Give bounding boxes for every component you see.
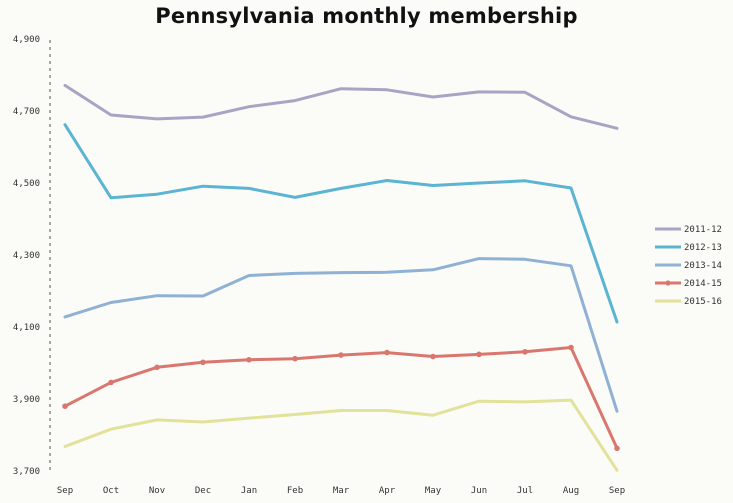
x-axis-ticks: Sep Oct Nov Dec Jan Feb Mar Apr May Jun Jul Aug Sep bbox=[57, 486, 625, 496]
data-point bbox=[338, 352, 344, 358]
legend: 2011-12 2012-13 2013-14 2014-15 2015-16 bbox=[655, 225, 722, 307]
data-point bbox=[154, 364, 160, 371]
data-point bbox=[430, 353, 436, 360]
x-tick-label: Jun bbox=[471, 486, 487, 496]
legend-label: 2013-14 bbox=[684, 261, 722, 271]
series-line bbox=[63, 83, 619, 130]
legend-label: 2011-12 bbox=[684, 225, 722, 235]
x-tick-label: Dec bbox=[195, 486, 211, 496]
legend-label: 2015-16 bbox=[684, 297, 722, 307]
data-point bbox=[108, 379, 114, 386]
y-tick-label: 3,700 bbox=[13, 467, 40, 477]
data-point bbox=[614, 445, 620, 452]
x-tick-label: Aug bbox=[563, 486, 579, 496]
y-tick-label: 3,900 bbox=[13, 395, 40, 405]
data-point bbox=[62, 403, 68, 410]
x-tick-label: Apr bbox=[379, 486, 396, 496]
y-tick-label: 4,700 bbox=[13, 107, 40, 117]
legend-label: 2012-13 bbox=[684, 243, 722, 253]
data-point bbox=[522, 349, 528, 355]
x-tick-label: Oct bbox=[103, 486, 119, 496]
x-tick-label: Sep bbox=[57, 486, 73, 496]
data-point bbox=[568, 344, 574, 351]
x-tick-label: May bbox=[425, 486, 442, 496]
legend-label: 2014-15 bbox=[684, 279, 722, 289]
x-tick-label: Mar bbox=[333, 486, 350, 496]
series-lines bbox=[62, 83, 620, 472]
y-tick-label: 4,100 bbox=[13, 323, 40, 333]
series-line bbox=[63, 123, 619, 324]
series-line bbox=[63, 398, 619, 472]
data-point bbox=[200, 359, 206, 366]
x-tick-label: Feb bbox=[287, 486, 303, 496]
data-point bbox=[476, 351, 482, 358]
data-point bbox=[292, 355, 298, 362]
y-axis-ticks: 3,700 3,900 4,100 4,300 4,500 4,700 4,900 bbox=[13, 35, 40, 477]
data-point bbox=[246, 356, 252, 363]
series-line bbox=[63, 346, 619, 450]
x-tick-label: Jan bbox=[241, 486, 257, 496]
chart-title: Pennsylvania monthly membership bbox=[155, 4, 578, 28]
x-tick-label: Sep bbox=[609, 486, 625, 496]
y-tick-label: 4,900 bbox=[13, 35, 40, 45]
legend-marker bbox=[665, 280, 671, 286]
x-tick-label: Nov bbox=[149, 486, 165, 496]
y-tick-label: 4,500 bbox=[13, 179, 40, 189]
series-line bbox=[63, 257, 619, 413]
x-tick-label: Jul bbox=[517, 486, 533, 496]
data-point bbox=[384, 349, 390, 356]
y-tick-label: 4,300 bbox=[13, 251, 40, 261]
